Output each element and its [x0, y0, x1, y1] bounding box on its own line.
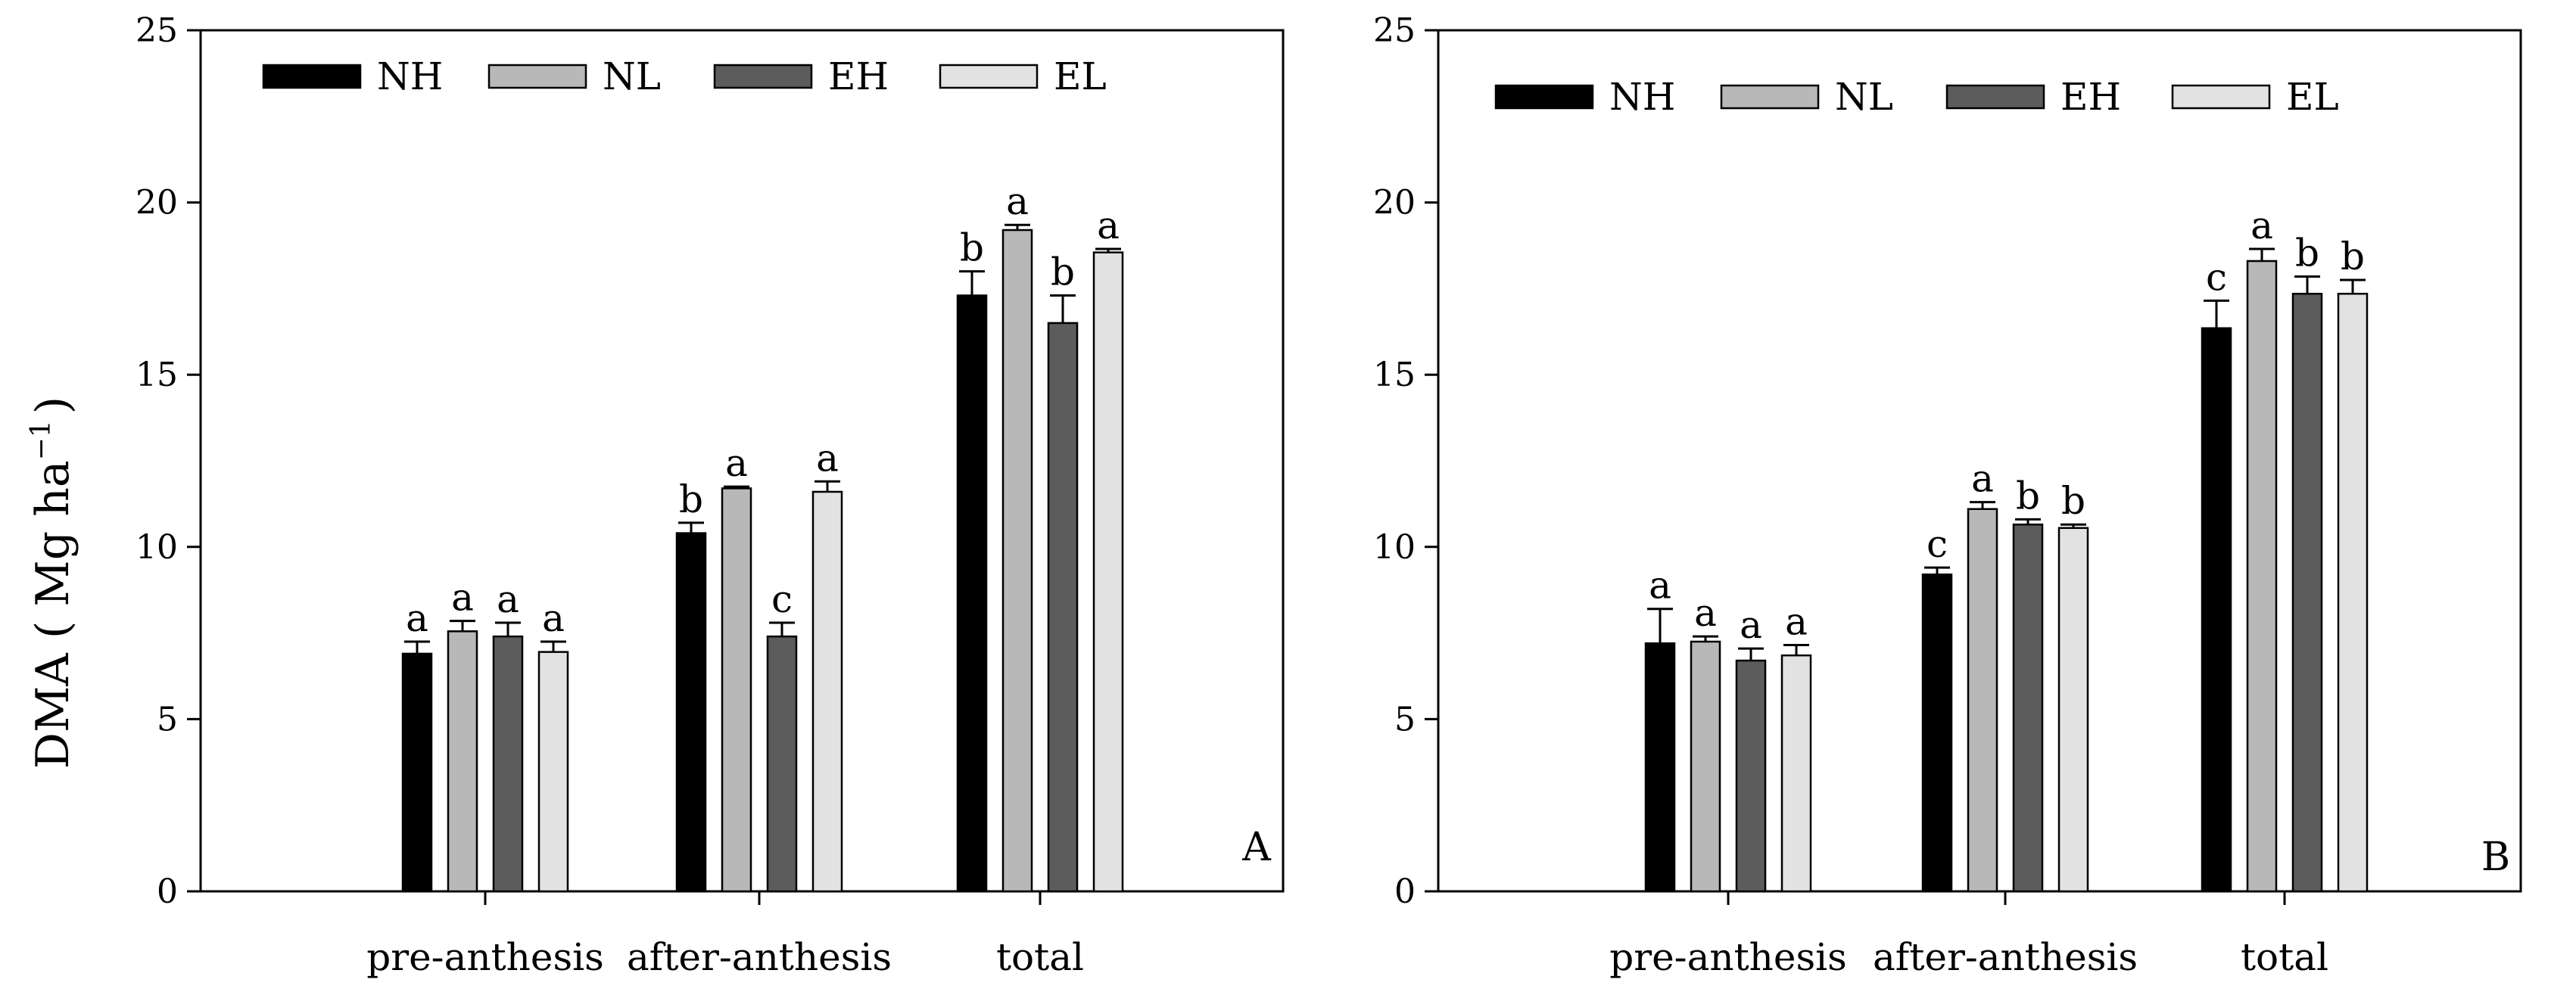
panel-a-y-tick-label: 0: [157, 872, 178, 911]
panel-a-significance-letter: a: [497, 577, 519, 621]
panel-b-legend-label-nl: NL: [1835, 75, 1893, 119]
panel-a-bar-eh: [492, 635, 524, 893]
panel-a-significance-letter: c: [771, 577, 793, 621]
panel-b-bar-nh: [1644, 642, 1676, 893]
panel-a-significance-letter: b: [960, 226, 984, 270]
panel-b-bar-nh: [2201, 327, 2232, 893]
panel-a-legend-label-nh: NH: [377, 54, 443, 98]
panel-b-y-tick-label: 20: [1373, 184, 1416, 222]
panel-b-category-label: after-anthesis: [1873, 935, 2138, 979]
panel-b-bar-nl: [1690, 640, 1721, 893]
panel-b-significance-letter: a: [1740, 603, 1762, 647]
y-axis-title-superscript: −1: [26, 420, 57, 460]
panel-a-significance-letter: a: [1097, 204, 1120, 247]
panel-b-significance-letter: b: [2295, 231, 2319, 275]
panel-b-legend-swatch-eh: [1945, 84, 2045, 110]
panel-a-y-tick-label: 15: [135, 356, 178, 394]
panel-b-significance-letter: a: [1785, 600, 1808, 644]
panel-a-legend-label-nl: NL: [603, 54, 661, 98]
panel-a-significance-letter: b: [679, 477, 703, 521]
panel-a-significance-letter: a: [406, 596, 428, 640]
panel-b-y-tick-label: 10: [1373, 528, 1416, 567]
panel-a-legend-swatch-nl: [487, 64, 587, 89]
panel-a-legend-swatch-el: [939, 64, 1039, 89]
panel-a-y-tick-label: 25: [135, 11, 178, 50]
panel-b-y-tick-label: 25: [1373, 11, 1416, 50]
panel-a-category-label: after-anthesis: [627, 935, 892, 979]
panel-b-legend-swatch-el: [2171, 84, 2271, 110]
panel-b-bar-el: [2057, 527, 2089, 893]
panel-a-significance-letter: a: [816, 436, 839, 480]
panel-a-significance-letter: a: [542, 596, 565, 640]
panel-b-significance-letter: b: [2341, 235, 2365, 278]
panel-a-bar-el: [1092, 251, 1124, 893]
panel-b-bar-el: [1780, 654, 1812, 893]
panel-a-significance-letter: a: [1006, 179, 1029, 223]
panel-b-significance-letter: a: [1694, 591, 1717, 635]
panel-b-significance-letter: a: [1649, 564, 1671, 608]
y-axis-title: DMA ( Mg ha−1): [26, 396, 79, 769]
panel-a-legend-label-eh: EH: [828, 54, 889, 98]
panel-b-bar-eh: [2291, 292, 2323, 893]
panel-b-bar-el: [2337, 292, 2369, 893]
panel-b-bar-nl: [1967, 508, 1998, 893]
panel-b-bar-eh: [1735, 659, 1767, 893]
panel-b-significance-letter: b: [2061, 479, 2085, 523]
panel-a-bar-nl: [721, 487, 752, 893]
panel-a-bar-nl: [447, 630, 478, 893]
panel-b-significance-letter: c: [2206, 255, 2227, 299]
panel-b-legend-label-eh: EH: [2060, 75, 2121, 119]
panel-b-y-tick-label: 5: [1394, 700, 1416, 738]
panel-b-category-label: pre-anthesis: [1609, 935, 1847, 979]
panel-b-bar-eh: [2012, 523, 2044, 893]
panel-b-y-tick-label: 15: [1373, 356, 1416, 394]
panel-a-significance-letter: a: [451, 576, 474, 620]
y-axis-title-close: ): [26, 396, 79, 414]
panel-b-legend-swatch-nl: [1720, 84, 1820, 110]
panel-b-bar-nh: [1921, 573, 1953, 893]
panel-a-significance-letter: b: [1051, 250, 1075, 294]
panel-a-bar-eh: [1047, 322, 1079, 893]
panel-a-bar-eh: [766, 635, 798, 893]
panel-a-legend-swatch-nh: [262, 64, 362, 89]
panel-a-category-label: total: [996, 935, 1084, 979]
panel-b-significance-letter: b: [2016, 474, 2040, 518]
panel-a-bar-el: [811, 490, 843, 893]
panel-a-y-tick-label: 10: [135, 528, 178, 567]
chart-panel-b: 0 5 10 15 20 25 pre-anthesis after-anthesis tota…: [1373, 11, 2522, 979]
y-axis-title-main: DMA ( Mg ha: [26, 460, 79, 769]
panel-a-legend-label-el: EL: [1054, 54, 1107, 98]
chart-panel-a: 0 5 10 15 20 25 pre-anthesis after-anthesis tota…: [135, 11, 1285, 979]
panel-a-category-label: pre-anthesis: [366, 935, 604, 979]
panel-b-legend-swatch-nh: [1494, 84, 1594, 110]
panel-b-significance-letter: c: [1927, 522, 1948, 566]
panel-a-y-tick-label: 20: [135, 184, 178, 222]
panel-a-bar-nl: [1001, 229, 1033, 893]
panel-b-significance-letter: a: [1971, 457, 1994, 501]
panel-b-y-tick-label: 0: [1394, 872, 1416, 911]
panel-a-bar-el: [537, 651, 569, 893]
panel-b-category-label: total: [2241, 935, 2328, 979]
panel-a-bar-nh: [675, 532, 707, 893]
panel-b-significance-letter: a: [2250, 204, 2273, 247]
panel-a-legend-swatch-eh: [713, 64, 813, 89]
panel-a-bar-nh: [956, 294, 988, 893]
panel-b-legend-label-el: EL: [2286, 75, 2339, 119]
panel-a-bar-nh: [401, 652, 433, 893]
panel-b-letter: B: [2481, 835, 2510, 880]
panel-a-y-tick-label: 5: [157, 700, 178, 738]
panel-a-significance-letter: a: [725, 441, 748, 485]
panel-b-legend-label-nh: NH: [1609, 75, 1675, 119]
panel-b-bar-nl: [2246, 260, 2278, 893]
panel-a-letter: A: [1241, 825, 1272, 870]
